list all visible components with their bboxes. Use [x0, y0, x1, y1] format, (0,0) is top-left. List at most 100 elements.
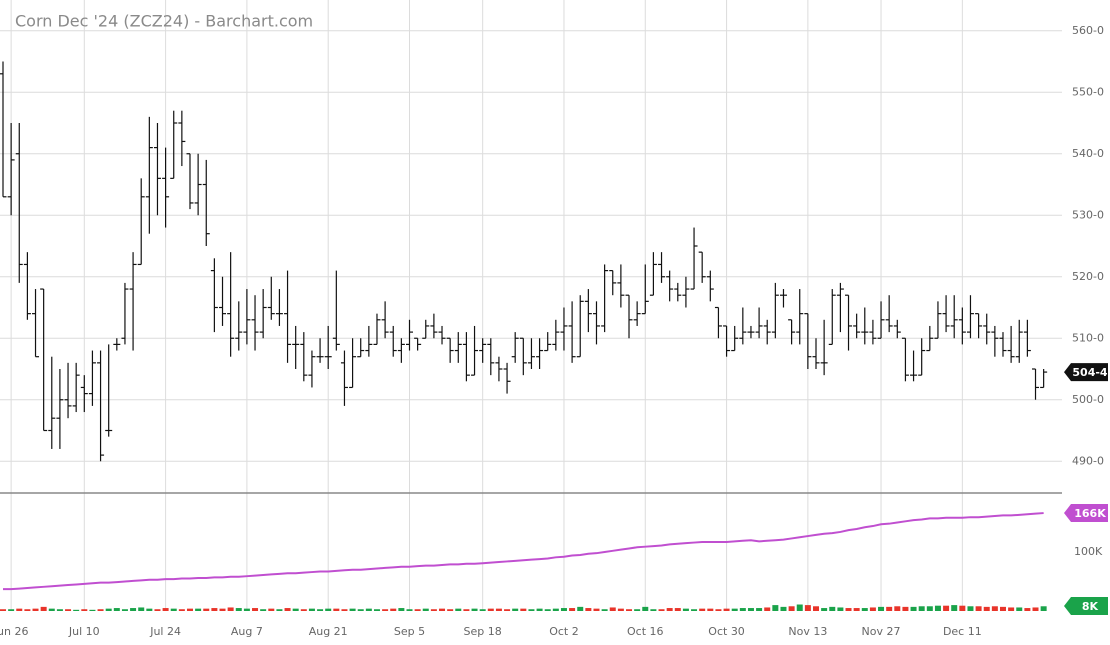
volume-bar: [325, 608, 332, 611]
volume-bar: [390, 608, 397, 611]
volume-bar: [357, 609, 364, 611]
volume-bar: [382, 609, 389, 611]
volume-bar: [544, 609, 551, 611]
volume-bar: [121, 609, 128, 611]
x-tick-label: Jul 10: [68, 625, 100, 638]
volume-bar: [552, 608, 559, 611]
volume-bar: [983, 606, 990, 611]
volume-bar: [780, 606, 787, 611]
volume-bar: [276, 609, 283, 611]
volume-bar: [902, 606, 909, 611]
volume-bar: [219, 608, 226, 611]
volume-bar: [560, 608, 567, 611]
x-tick-label: Sep 18: [464, 625, 502, 638]
volume-bar: [243, 608, 250, 611]
volume-bar: [97, 609, 104, 611]
volume-bar: [105, 608, 112, 611]
volume-bar: [991, 606, 998, 611]
volume-bar: [227, 607, 234, 611]
volume-bar: [764, 607, 771, 611]
volume-bar: [65, 609, 72, 611]
volume-bar: [341, 609, 348, 611]
volume-bar: [32, 608, 39, 611]
volume-bar: [439, 608, 446, 611]
volume-bar: [747, 608, 754, 611]
y-tick-label: 490-0: [1072, 454, 1104, 467]
volume-bar: [845, 608, 852, 611]
volume-bar: [788, 606, 795, 611]
volume-bar: [1024, 608, 1031, 611]
y-tick-label: 520-0: [1072, 270, 1104, 283]
volume-bar: [796, 604, 803, 611]
volume-bar: [195, 608, 202, 611]
volume-bar: [414, 609, 421, 611]
volume-bar: [170, 608, 177, 611]
volume-bar: [593, 608, 600, 611]
y-tick-label: 500-0: [1072, 393, 1104, 406]
volume-bar: [154, 609, 161, 611]
volume-bar: [626, 609, 633, 611]
volume-bar: [406, 609, 413, 611]
volume-bar: [918, 606, 925, 611]
volume-bar: [804, 605, 811, 611]
volume-bar: [861, 608, 868, 611]
x-tick-label: Aug 21: [309, 625, 348, 638]
volume-bar: [886, 606, 893, 611]
volume-bar: [739, 608, 746, 611]
volume-bar: [81, 609, 88, 611]
chart-title: Corn Dec '24 (ZCZ24) - Barchart.com: [15, 12, 313, 31]
y-tick-label: 510-0: [1072, 331, 1104, 344]
volume-bar: [682, 608, 689, 611]
volume-bar: [365, 608, 372, 611]
volume-bar: [536, 608, 543, 611]
volume-bar: [691, 609, 698, 611]
volume-bar: [520, 608, 527, 611]
volume-bar: [56, 609, 63, 611]
volume-bar: [463, 609, 470, 611]
x-tick-label: Jun 26: [0, 625, 28, 638]
volume-bar: [16, 608, 23, 611]
volume-bar: [40, 606, 47, 611]
volume-bar: [146, 608, 153, 611]
open-interest-line: [3, 512, 1044, 591]
grid: [0, 0, 1062, 611]
volume-bar: [252, 608, 259, 611]
volume-bar: [853, 608, 860, 611]
value-tag-label: 166K: [1074, 507, 1106, 520]
volume-bar: [48, 608, 55, 611]
volume-bar: [666, 608, 673, 611]
volume-bar: [528, 609, 535, 611]
volume-bar: [203, 608, 210, 611]
volume-bar: [130, 608, 137, 611]
volume-bar: [731, 608, 738, 611]
volume-bar: [268, 608, 275, 611]
x-tick-label: Oct 2: [549, 625, 579, 638]
volume-bar: [455, 608, 462, 611]
volume-bar: [959, 605, 966, 611]
volume-bar: [967, 606, 974, 611]
x-tick-label: Jul 24: [149, 625, 181, 638]
volume-bar: [178, 609, 185, 611]
volume-bar: [975, 606, 982, 611]
volume-bar: [349, 608, 356, 611]
volume-bar: [699, 608, 706, 611]
y-tick-label: 530-0: [1072, 208, 1104, 221]
volume-bar: [772, 605, 779, 611]
volume-bar: [260, 609, 267, 611]
volume-bar: [837, 607, 844, 611]
volume-bar: [1040, 606, 1047, 611]
volume-bar: [585, 608, 592, 611]
volume-bar: [813, 606, 819, 611]
volume-bar: [235, 608, 242, 611]
volume-bar: [89, 609, 96, 611]
x-tick-label: Aug 7: [231, 625, 263, 638]
volume-bar: [308, 608, 315, 611]
volume-bar: [723, 608, 730, 611]
volume-bar: [317, 609, 324, 611]
x-tick-label: Oct 16: [627, 625, 664, 638]
volume-bar: [1032, 607, 1039, 611]
volume-bar: [422, 608, 429, 611]
volume-bar: [1016, 607, 1023, 611]
volume-bar: [471, 608, 478, 611]
